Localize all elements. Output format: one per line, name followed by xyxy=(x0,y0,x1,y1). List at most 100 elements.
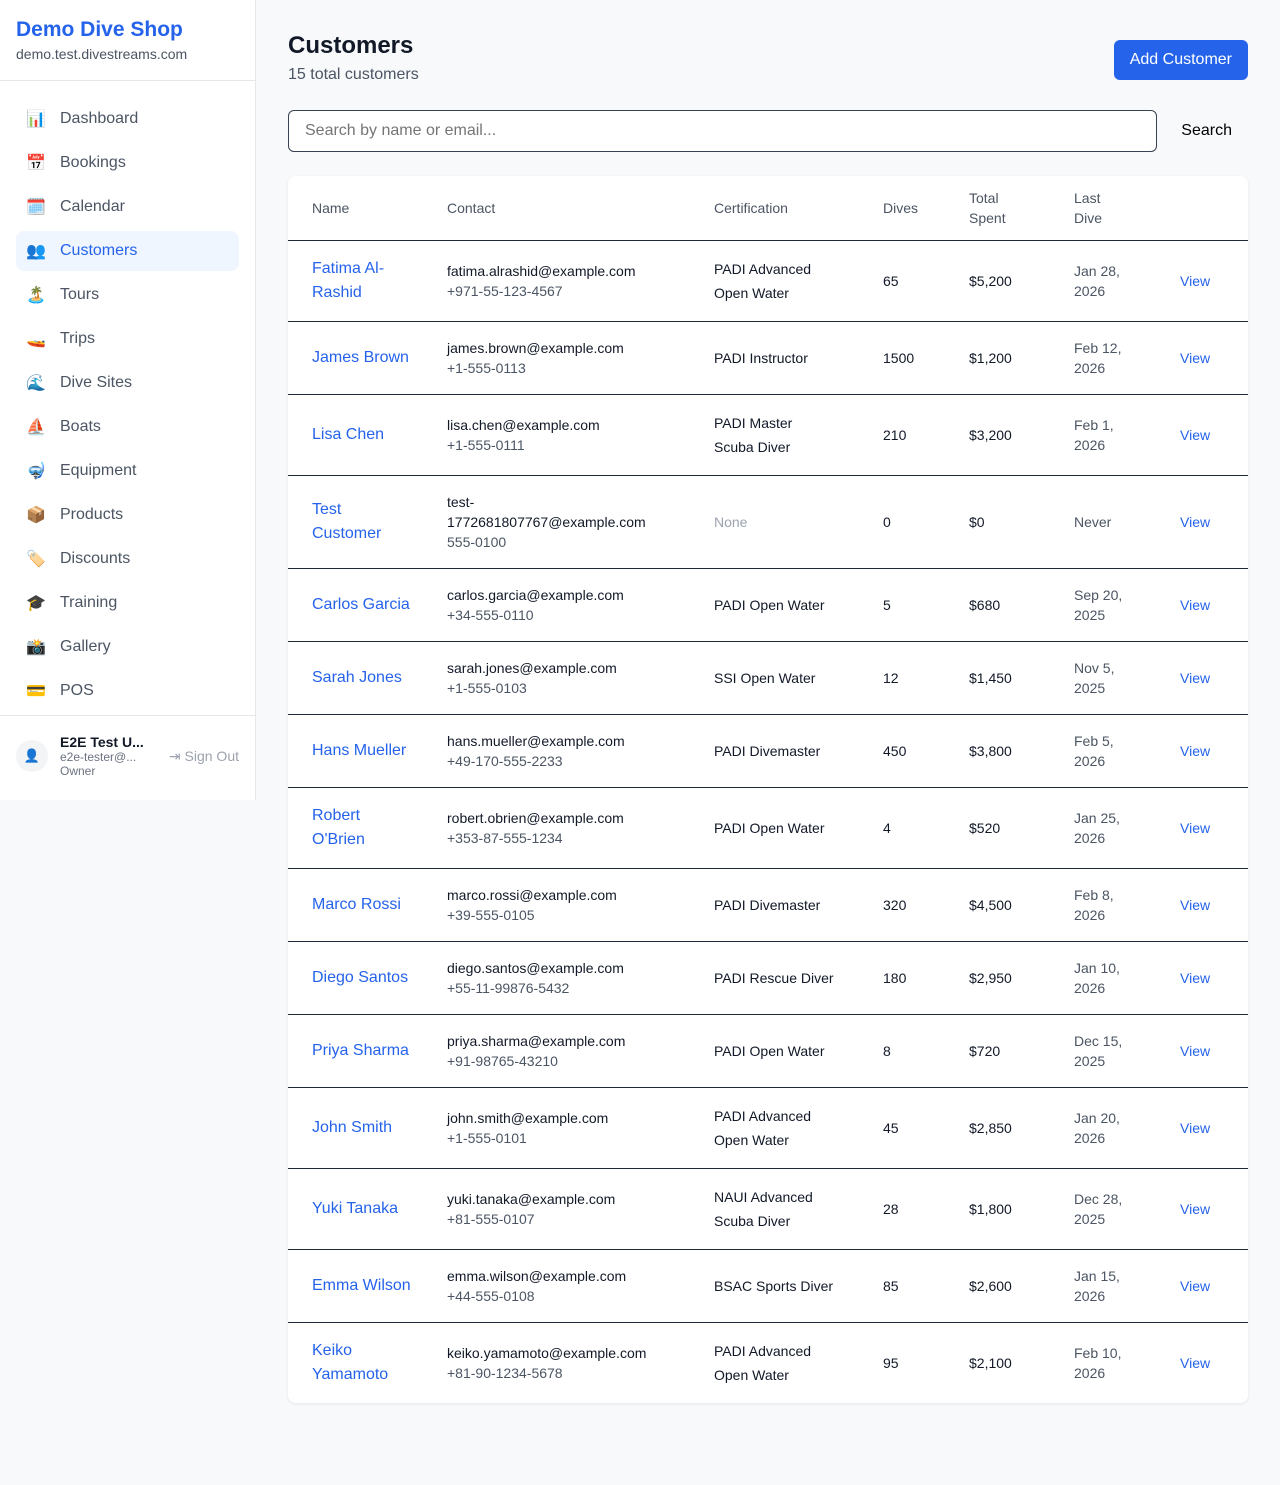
customer-name-link[interactable]: Marco Rossi xyxy=(312,895,401,913)
trips-icon: 🚤 xyxy=(26,331,46,348)
sidebar-nav: 📊 Dashboard 📅 Bookings 🗓️ Calendar 👥 Customers 🏝… xyxy=(0,81,255,733)
dives-count: 45 xyxy=(871,1087,957,1169)
total-spent: $520 xyxy=(957,787,1062,869)
sidebar-item-trips[interactable]: 🚤 Trips xyxy=(16,319,239,359)
customer-name-link[interactable]: Hans Mueller xyxy=(312,741,407,759)
gallery-icon: 📸 xyxy=(26,639,46,656)
table-row: Robert O'Brien robert.obrien@example.com… xyxy=(288,787,1248,869)
customer-name-link[interactable]: Fatima Al-Rashid xyxy=(312,259,385,301)
sidebar-item-training[interactable]: 🎓 Training xyxy=(16,583,239,623)
total-spent: $680 xyxy=(957,568,1062,642)
view-customer-link[interactable]: View xyxy=(1180,896,1211,913)
customer-name-link[interactable]: Emma Wilson xyxy=(312,1276,411,1294)
equipment-icon: 🤿 xyxy=(26,463,46,480)
column-header: Total Spent xyxy=(957,176,1062,241)
sidebar-item-boats[interactable]: ⛵ Boats xyxy=(16,407,239,447)
view-customer-link[interactable]: View xyxy=(1180,596,1211,613)
customer-phone: +1-555-0111 xyxy=(447,436,525,453)
table-row: Carlos Garcia carlos.garcia@example.com +… xyxy=(288,568,1248,642)
customer-email: james.brown@example.com xyxy=(447,339,624,356)
sidebar-item-products[interactable]: 📦 Products xyxy=(16,495,239,535)
sidebar-item-equipment[interactable]: 🤿 Equipment xyxy=(16,451,239,491)
boats-icon: ⛵ xyxy=(26,419,46,436)
sign-out-icon: ⇥ xyxy=(168,747,181,764)
customer-name-link[interactable]: Lisa Chen xyxy=(312,425,385,443)
customer-email: fatima.alrashid@example.com xyxy=(447,262,636,279)
customer-phone: 555-0100 xyxy=(447,533,507,550)
training-icon: 🎓 xyxy=(26,595,46,612)
customer-name-link[interactable]: Priya Sharma xyxy=(312,1041,409,1059)
view-customer-link[interactable]: View xyxy=(1180,969,1211,986)
view-customer-link[interactable]: View xyxy=(1180,1277,1211,1294)
sidebar-item-pos[interactable]: 💳 POS xyxy=(16,671,239,711)
view-customer-link[interactable]: View xyxy=(1180,1042,1211,1059)
customer-email: sarah.jones@example.com xyxy=(447,659,617,676)
customer-email: marco.rossi@example.com xyxy=(447,886,617,903)
view-customer-link[interactable]: View xyxy=(1180,349,1211,366)
sidebar-item-label: Gallery xyxy=(60,638,111,655)
customers-table: Name Contact Certification Dives Total Spent… xyxy=(288,176,1248,1403)
table-row: James Brown james.brown@example.com +1-55… xyxy=(288,321,1248,395)
view-customer-link[interactable]: View xyxy=(1180,819,1211,836)
sidebar-item-label: Bookings xyxy=(60,154,126,171)
table-row: Yuki Tanaka yuki.tanaka@example.com +81-5… xyxy=(288,1168,1248,1250)
last-dive: Jan 15, 2026 xyxy=(1074,1267,1120,1304)
customer-name-link[interactable]: Keiko Yamamoto xyxy=(312,1341,389,1383)
sign-out-button[interactable]: ⇥ Sign Out xyxy=(169,748,239,765)
customer-phone: +39-555-0105 xyxy=(447,906,535,923)
view-customer-link[interactable]: View xyxy=(1180,1354,1211,1371)
dives-count: 1500 xyxy=(871,321,957,395)
total-spent: $2,600 xyxy=(957,1249,1062,1323)
sidebar-item-label: Calendar xyxy=(60,198,125,215)
user-panel: 👤 E2E Test U... e2e-tester@... Owner ⇥ S… xyxy=(0,715,255,796)
sidebar-item-dashboard[interactable]: 📊 Dashboard xyxy=(16,99,239,139)
view-customer-link[interactable]: View xyxy=(1180,1200,1211,1217)
total-spent: $1,200 xyxy=(957,321,1062,395)
sidebar-item-calendar[interactable]: 🗓️ Calendar xyxy=(16,187,239,227)
brand-domain: demo.test.divestreams.com xyxy=(16,46,188,62)
bookings-icon: 📅 xyxy=(26,155,46,172)
customer-name-link[interactable]: James Brown xyxy=(312,348,409,366)
page-title: Customers xyxy=(288,32,414,59)
sidebar-item-gallery[interactable]: 📸 Gallery xyxy=(16,627,239,667)
total-spent: $1,450 xyxy=(957,641,1062,715)
customer-name-link[interactable]: Test Customer xyxy=(312,500,382,542)
add-customer-button[interactable]: Add Customer xyxy=(1113,40,1248,80)
last-dive: Sep 20, 2025 xyxy=(1074,586,1123,623)
sidebar-item-customers[interactable]: 👥 Customers xyxy=(16,231,239,271)
customer-name-link[interactable]: Sarah Jones xyxy=(312,668,402,686)
customer-name-link[interactable]: Carlos Garcia xyxy=(312,595,410,613)
brand-name[interactable]: Demo Dive Shop xyxy=(16,18,183,41)
tours-icon: 🏝️ xyxy=(26,287,46,304)
customer-name-link[interactable]: Diego Santos xyxy=(312,968,409,986)
customer-email: yuki.tanaka@example.com xyxy=(447,1190,616,1207)
customer-email: robert.obrien@example.com xyxy=(447,809,624,826)
view-customer-link[interactable]: View xyxy=(1180,669,1211,686)
view-customer-link[interactable]: View xyxy=(1180,1119,1211,1136)
view-customer-link[interactable]: View xyxy=(1180,426,1211,443)
dives-count: 0 xyxy=(871,475,957,569)
sidebar-item-bookings[interactable]: 📅 Bookings xyxy=(16,143,239,183)
customer-name-link[interactable]: Yuki Tanaka xyxy=(312,1199,398,1217)
sidebar-item-label: Tours xyxy=(60,286,100,303)
sidebar-item-tours[interactable]: 🏝️ Tours xyxy=(16,275,239,315)
last-dive: Nov 5, 2025 xyxy=(1074,659,1115,696)
view-customer-link[interactable]: View xyxy=(1180,272,1211,289)
sidebar-item-dive-sites[interactable]: 🌊 Dive Sites xyxy=(16,363,239,403)
view-customer-link[interactable]: View xyxy=(1180,513,1211,530)
sidebar-item-discounts[interactable]: 🏷️ Discounts xyxy=(16,539,239,579)
customer-name-link[interactable]: John Smith xyxy=(312,1118,393,1136)
search-button[interactable]: Search xyxy=(1157,122,1248,140)
customer-name-link[interactable]: Robert O'Brien xyxy=(312,806,365,848)
search-input[interactable] xyxy=(288,110,1158,152)
view-customer-link[interactable]: View xyxy=(1180,742,1211,759)
sidebar-item-label: Equipment xyxy=(60,462,137,479)
customer-email: priya.sharma@example.com xyxy=(447,1032,626,1049)
dives-count: 85 xyxy=(871,1249,957,1323)
customer-email: keiko.yamamoto@example.com xyxy=(447,1344,647,1361)
certification: PADI Open Water xyxy=(714,819,825,836)
total-spent: $4,500 xyxy=(957,868,1062,942)
customer-count: 15 total customers xyxy=(288,66,419,83)
table-row: Test Customer test-1772681807767@example… xyxy=(288,475,1248,569)
table-row: Priya Sharma priya.sharma@example.com +91… xyxy=(288,1014,1248,1088)
